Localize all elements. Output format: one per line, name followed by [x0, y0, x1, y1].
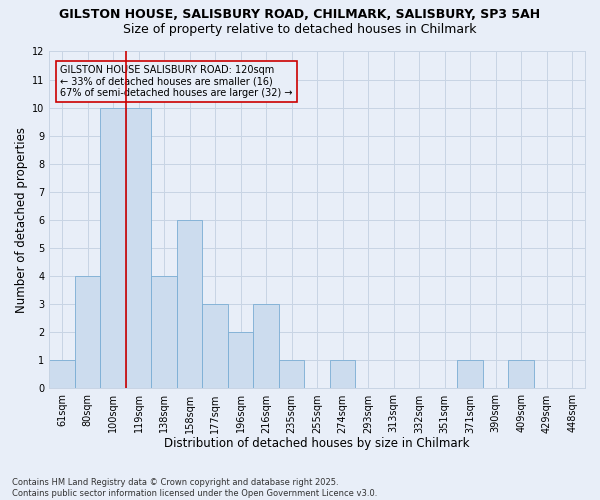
- Bar: [75, 276, 100, 388]
- X-axis label: Distribution of detached houses by size in Chilmark: Distribution of detached houses by size …: [164, 437, 470, 450]
- Text: GILSTON HOUSE SALISBURY ROAD: 120sqm
← 33% of detached houses are smaller (16)
6: GILSTON HOUSE SALISBURY ROAD: 120sqm ← 3…: [60, 65, 293, 98]
- Bar: [228, 332, 253, 388]
- Bar: [126, 108, 151, 388]
- Text: GILSTON HOUSE, SALISBURY ROAD, CHILMARK, SALISBURY, SP3 5AH: GILSTON HOUSE, SALISBURY ROAD, CHILMARK,…: [59, 8, 541, 20]
- Bar: [253, 304, 279, 388]
- Bar: [49, 360, 75, 388]
- Bar: [457, 360, 483, 388]
- Text: Contains HM Land Registry data © Crown copyright and database right 2025.
Contai: Contains HM Land Registry data © Crown c…: [12, 478, 377, 498]
- Bar: [100, 108, 126, 388]
- Bar: [279, 360, 304, 388]
- Bar: [330, 360, 355, 388]
- Y-axis label: Number of detached properties: Number of detached properties: [15, 127, 28, 313]
- Text: Size of property relative to detached houses in Chilmark: Size of property relative to detached ho…: [123, 22, 477, 36]
- Bar: [508, 360, 534, 388]
- Bar: [151, 276, 177, 388]
- Bar: [177, 220, 202, 388]
- Bar: [202, 304, 228, 388]
